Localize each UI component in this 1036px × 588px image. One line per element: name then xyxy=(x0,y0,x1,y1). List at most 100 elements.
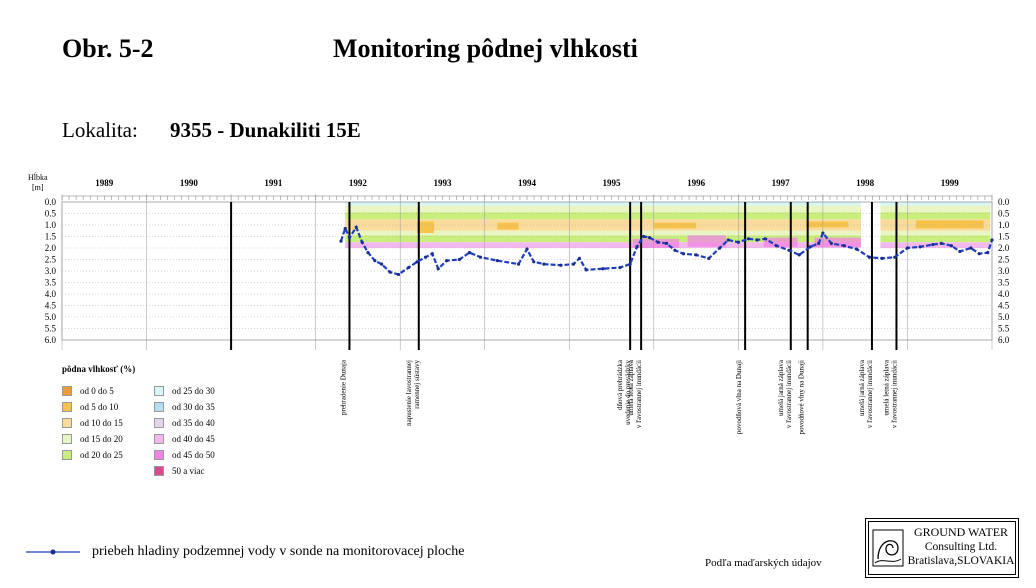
groundwater-point xyxy=(746,237,751,241)
heatmap-core-patch xyxy=(653,222,697,229)
heatmap-wet-zone xyxy=(814,237,861,247)
groundwater-point xyxy=(584,268,588,272)
year-label: 1989 xyxy=(95,178,114,188)
groundwater-point xyxy=(373,259,377,263)
y-tick-label-right: 6.0 xyxy=(998,335,1010,345)
groundwater-point xyxy=(407,265,411,270)
legend-label: od 25 do 30 xyxy=(172,386,215,396)
groundwater-point xyxy=(931,242,935,247)
groundwater-point xyxy=(445,259,449,263)
legend-label: od 10 do 15 xyxy=(80,418,123,428)
legend-label: od 20 do 25 xyxy=(80,450,123,460)
y-tick-label-right: 5.5 xyxy=(998,324,1010,334)
soil-moisture-chart: 0.0 0.00.5 0.51.0 1.01.5 1.52.0 2.02.5 2.53.0 3… xyxy=(28,172,1010,434)
groundwater-point xyxy=(707,256,711,260)
groundwater-point xyxy=(969,246,973,250)
groundwater-point xyxy=(990,238,994,242)
y-tick-label-right: 5.0 xyxy=(998,312,1010,322)
groundwater-point xyxy=(726,238,730,242)
heatmap-band xyxy=(880,235,991,243)
legend-label: od 45 do 50 xyxy=(172,450,215,460)
groundwater-point xyxy=(343,226,347,231)
y-tick-label-right: 4.0 xyxy=(998,289,1010,299)
groundwater-point xyxy=(673,248,677,252)
y-tick-label-left: 3.5 xyxy=(45,278,57,288)
groundwater-point xyxy=(635,245,639,249)
heatmap-band xyxy=(880,202,991,206)
legend-title: pôdna vlhkosť (%) xyxy=(62,364,136,374)
figure-number: Obr. 5-2 xyxy=(62,34,154,63)
groundwater-point xyxy=(893,255,897,259)
y-axis-title: Hĺbka xyxy=(28,172,48,182)
groundwater-point xyxy=(774,244,779,248)
groundwater-point xyxy=(516,262,521,266)
groundwater-point xyxy=(842,244,846,248)
groundwater-point xyxy=(396,272,401,277)
groundwater-point xyxy=(542,262,546,266)
legend-swatch xyxy=(62,402,72,412)
groundwater-point xyxy=(817,241,821,245)
y-tick-label-right: 4.5 xyxy=(998,301,1010,311)
groundwater-point xyxy=(379,262,384,266)
company-logo: GROUND WATER Consulting Ltd. Bratislava,… xyxy=(865,518,1019,578)
groundwater-point xyxy=(601,267,605,271)
groundwater-point xyxy=(736,240,740,244)
heatmap-wet-zone xyxy=(763,237,798,247)
legend-swatch xyxy=(154,450,164,460)
heatmap-band xyxy=(345,219,861,231)
legend-item: od 45 do 50 xyxy=(154,450,215,460)
groundwater-point xyxy=(718,246,722,250)
groundwater-point xyxy=(855,247,859,251)
legend-item: od 10 do 15 xyxy=(62,418,123,428)
y-tick-label-right: 3.5 xyxy=(998,278,1010,288)
legend-swatch xyxy=(154,466,164,476)
groundwater-line-icon xyxy=(26,549,80,555)
locality-value: 9355 - Dunakiliti 15E xyxy=(170,118,361,142)
groundwater-point xyxy=(559,263,563,267)
y-tick-label-left: 5.5 xyxy=(45,324,57,334)
event-label: umelá letná záplava xyxy=(882,359,890,415)
legend-item: od 20 do 25 xyxy=(62,450,123,460)
legend-label: od 35 do 40 xyxy=(172,418,215,428)
y-tick-label-right: 1.0 xyxy=(998,220,1010,230)
groundwater-legend-label: priebeh hladiny podzemnej vody v sonde n… xyxy=(92,544,465,559)
heatmap-band xyxy=(345,202,861,206)
company-logo-icon xyxy=(872,529,904,567)
groundwater-point xyxy=(808,245,812,249)
legend-label: od 30 do 35 xyxy=(172,402,215,412)
groundwater-point xyxy=(525,247,529,251)
y-tick-label-left: 2.0 xyxy=(45,243,57,253)
groundwater-point xyxy=(763,237,768,241)
groundwater-point xyxy=(986,251,990,255)
groundwater-point xyxy=(577,256,582,260)
groundwater-point xyxy=(787,248,791,252)
logo-line-1: GROUND WATER xyxy=(913,525,1009,539)
groundwater-point xyxy=(977,252,981,256)
event-label: v ľavostrannej inundácii xyxy=(866,360,874,428)
logo-line-3: Bratislava,SLOVAKIA xyxy=(907,555,1015,567)
groundwater-point xyxy=(430,252,434,256)
groundwater-point xyxy=(642,234,646,239)
groundwater-point xyxy=(618,265,622,270)
year-label: 1994 xyxy=(518,178,537,188)
y-tick-label-left: 2.5 xyxy=(45,255,57,265)
groundwater-point xyxy=(939,241,943,245)
groundwater-point xyxy=(495,259,500,263)
legend-item: od 35 do 40 xyxy=(154,418,215,428)
legend-label: 50 a viac xyxy=(172,466,205,476)
heatmap-core-patch xyxy=(417,221,434,234)
groundwater-point xyxy=(415,260,419,264)
heatmap-band xyxy=(345,242,861,248)
locality-label: Lokalita: xyxy=(62,118,138,142)
legend-swatch xyxy=(62,434,72,444)
event-label: uvedenie do prevádzky xyxy=(624,360,632,425)
legend-swatch xyxy=(154,418,164,428)
groundwater-point xyxy=(388,270,392,274)
year-label: 1997 xyxy=(772,178,791,188)
source-note: Podľa maďarských údajov xyxy=(705,557,822,569)
groundwater-series-line xyxy=(339,224,994,276)
y-tick-label-right: 2.5 xyxy=(998,255,1010,265)
y-tick-label-left: 4.5 xyxy=(45,301,57,311)
event-label: v ľavostrannej inundácii xyxy=(635,360,643,428)
groundwater-point xyxy=(905,246,910,250)
